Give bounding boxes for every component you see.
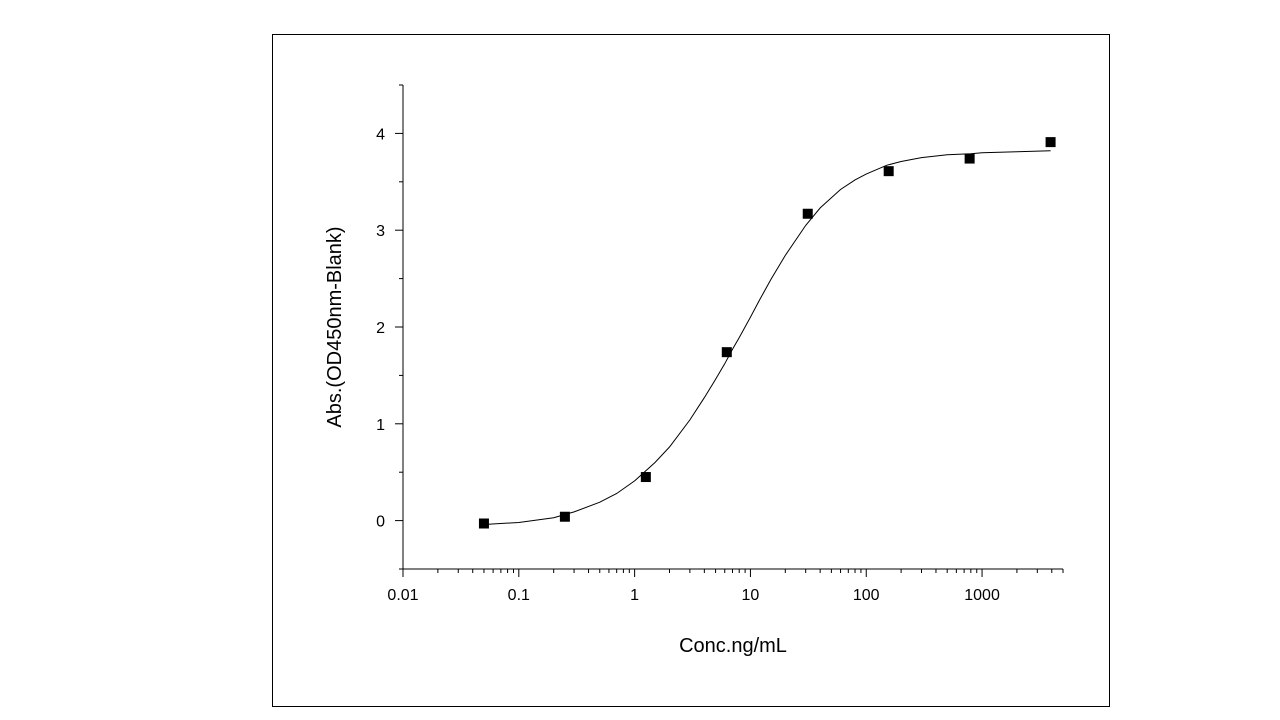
y-tick-label: 1 bbox=[376, 417, 385, 434]
y-tick-label: 2 bbox=[376, 320, 385, 337]
data-point bbox=[883, 166, 894, 177]
x-tick-label: 0.1 bbox=[508, 587, 530, 604]
data-point bbox=[721, 347, 732, 358]
data-point bbox=[802, 208, 813, 219]
x-tick-label: 1000 bbox=[964, 587, 1000, 604]
x-ticks: 0.01 0.1 1 10 100 1000 bbox=[387, 569, 1064, 604]
x-tick-label: 0.01 bbox=[387, 587, 418, 604]
data-points bbox=[478, 137, 1056, 529]
y-ticks: 0 1 2 3 4 bbox=[376, 84, 403, 570]
x-tick-label: 10 bbox=[742, 587, 760, 604]
chart-frame: 0.01 0.1 1 10 100 1000 0 1 2 3 4 Conc.ng/mL Abs.(… bbox=[272, 34, 1110, 707]
x-tick-label: 100 bbox=[853, 587, 880, 604]
y-axis-title: Abs.(OD450nm-Blank) bbox=[324, 226, 346, 427]
data-point bbox=[559, 511, 570, 522]
data-point bbox=[478, 518, 489, 529]
data-point bbox=[640, 472, 651, 483]
y-tick-label: 4 bbox=[376, 126, 385, 143]
fit-curve bbox=[483, 150, 1051, 525]
data-point bbox=[964, 153, 975, 164]
chart-plot: 0.01 0.1 1 10 100 1000 0 1 2 3 4 Conc.ng/mL Abs.(… bbox=[324, 84, 1064, 657]
x-axis-title: Conc.ng/mL bbox=[679, 635, 787, 657]
x-tick-label: 1 bbox=[630, 587, 639, 604]
data-point bbox=[1045, 137, 1056, 148]
y-tick-label: 0 bbox=[376, 514, 385, 531]
y-tick-label: 3 bbox=[376, 223, 385, 240]
